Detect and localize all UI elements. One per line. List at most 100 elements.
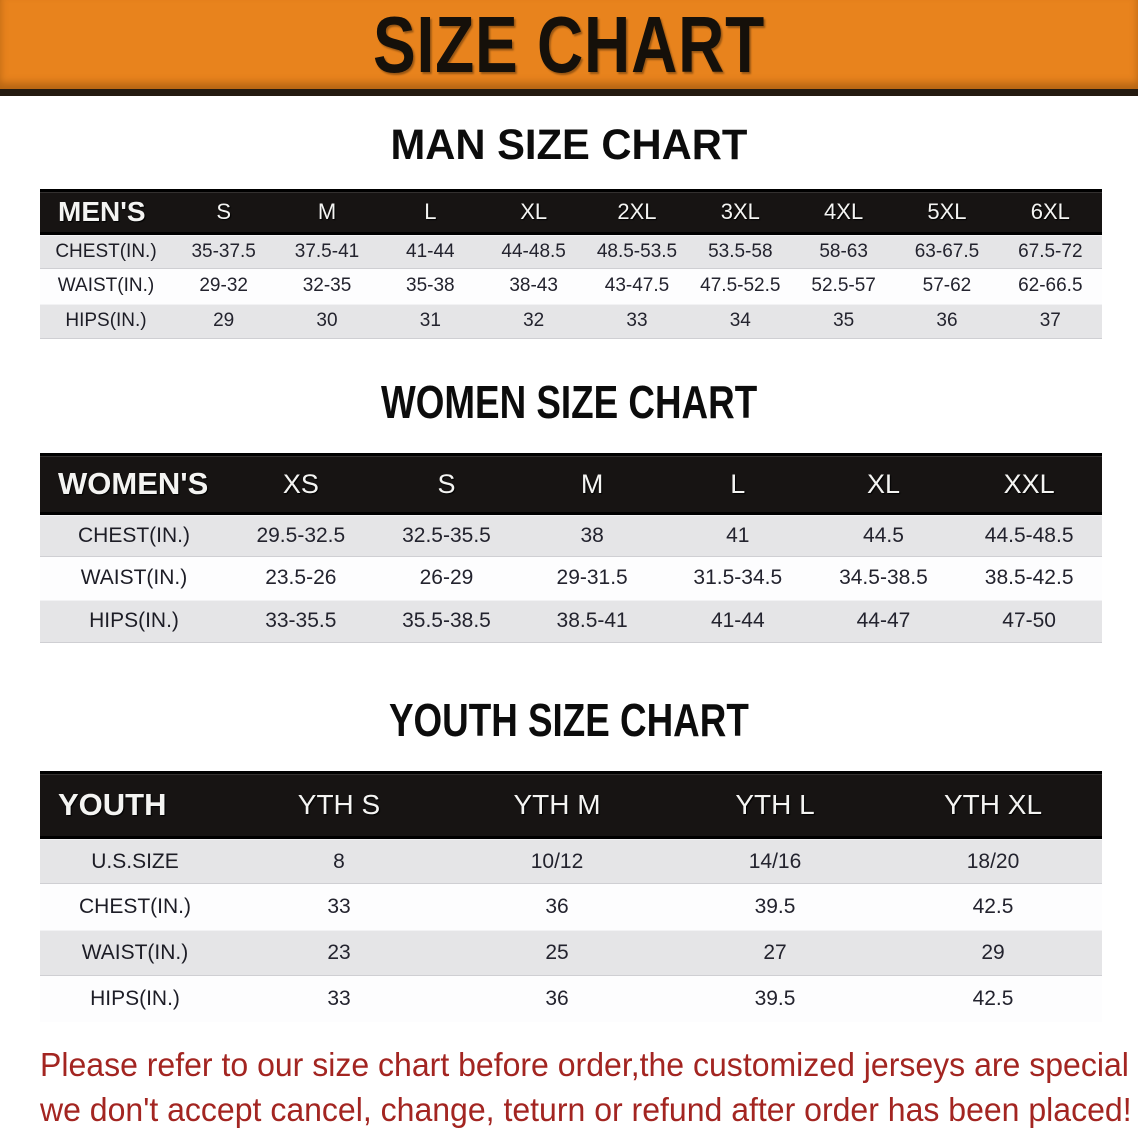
size-value: 58-63 <box>791 233 896 269</box>
size-column-header: 2XL <box>585 189 689 236</box>
table-header-band: MEN'S S M L XL 2XL 3XL 4XL 5XL 6XL <box>40 189 1102 236</box>
size-value: 34 <box>688 303 792 339</box>
size-value: 29.5-32.5 <box>228 513 374 557</box>
size-column-header: L <box>378 189 482 236</box>
size-value: 43-47.5 <box>585 268 689 304</box>
size-value: 57-62 <box>895 268 999 304</box>
size-value: 39.5 <box>666 975 884 1022</box>
size-column-header: S <box>373 453 520 516</box>
size-table: YOUTH YTH S YTH M YTH L YTH XL U.S.SIZE 8 10/12… <box>40 771 1102 1022</box>
size-value: 32 <box>481 303 586 339</box>
youth-section-heading: YOUTH SIZE CHART <box>0 695 1138 746</box>
women-section-heading-text: WOMEN SIZE CHART <box>380 375 758 428</box>
size-value: 29-32 <box>172 268 276 304</box>
table-label: WOMEN'S <box>40 453 228 516</box>
size-value: 34.5-38.5 <box>810 556 957 600</box>
measurement-row: CHEST(IN.) 29.5-32.5 32.5-35.5 38 41 44.5 44.5… <box>40 513 1102 557</box>
size-value: 33 <box>585 303 689 339</box>
measurement-label: HIPS(IN.) <box>40 303 172 339</box>
size-column-header: YTH L <box>666 771 884 840</box>
size-value: 23 <box>230 929 448 976</box>
table-header-band: WOMEN'S XS S M L XL XXL <box>40 453 1102 516</box>
disclaimer-line-2: we don't accept cancel, change, teturn o… <box>40 1090 1132 1128</box>
size-value: 30 <box>275 303 379 339</box>
order-disclaimer: Please refer to our size chart before or… <box>40 1042 1138 1132</box>
size-value: 44.5-48.5 <box>956 513 1102 557</box>
measurement-row: HIPS(IN.) 33 36 39.5 42.5 <box>40 975 1102 1022</box>
size-value: 26-29 <box>373 556 520 600</box>
size-column-header: XS <box>228 453 374 516</box>
size-value: 10/12 <box>448 837 666 884</box>
measurement-label: WAIST(IN.) <box>40 268 172 304</box>
size-column-header: S <box>172 189 276 236</box>
measurement-label: U.S.SIZE <box>40 837 230 884</box>
size-table: WOMEN'S XS S M L XL XXL CHEST(IN.) 29.5-32.5 32.5… <box>40 453 1102 643</box>
size-column-header: M <box>275 189 379 236</box>
women-section-heading: WOMEN SIZE CHART <box>0 377 1138 428</box>
size-value: 27 <box>666 929 884 976</box>
size-value: 29 <box>884 929 1102 976</box>
measurement-row: WAIST(IN.) 29-32 32-35 35-38 38-43 43-47.5 47.… <box>40 268 1102 304</box>
size-value: 35-37.5 <box>172 233 276 269</box>
size-value: 31 <box>378 303 482 339</box>
measurement-label: WAIST(IN.) <box>40 929 230 976</box>
size-value: 38 <box>519 513 665 557</box>
size-value: 33 <box>230 975 448 1022</box>
measurement-row: WAIST(IN.) 23 25 27 29 <box>40 929 1102 976</box>
size-value: 41-44 <box>378 233 482 269</box>
size-value: 44-47 <box>810 599 957 643</box>
size-value: 62-66.5 <box>998 268 1102 304</box>
size-value: 38.5-42.5 <box>956 556 1102 600</box>
size-value: 32.5-35.5 <box>373 513 520 557</box>
size-value: 14/16 <box>666 837 884 884</box>
measurement-label: HIPS(IN.) <box>40 975 230 1022</box>
size-value: 37 <box>998 303 1102 339</box>
size-value: 63-67.5 <box>895 233 999 269</box>
size-value: 31.5-34.5 <box>664 556 811 600</box>
size-value: 35.5-38.5 <box>373 599 520 643</box>
page-title: SIZE CHART <box>373 0 765 89</box>
size-chart-banner: SIZE CHART <box>0 0 1138 96</box>
men-section-heading-text: MAN SIZE CHART <box>390 121 748 169</box>
size-column-header: XL <box>481 189 586 236</box>
size-column-header: 4XL <box>791 189 896 236</box>
measurement-label: CHEST(IN.) <box>40 233 172 269</box>
size-value: 44-48.5 <box>481 233 586 269</box>
size-value: 48.5-53.5 <box>585 233 689 269</box>
youth-size-table: YOUTH YTH S YTH M YTH L YTH XL U.S.SIZE 8 10/12… <box>40 771 1102 1022</box>
size-value: 38.5-41 <box>519 599 665 643</box>
size-value: 36 <box>448 883 666 930</box>
size-column-header: 6XL <box>998 189 1102 236</box>
size-value: 41 <box>664 513 811 557</box>
size-column-header: M <box>519 453 665 516</box>
measurement-row: HIPS(IN.) 29 30 31 32 33 34 35 36 37 <box>40 303 1102 339</box>
size-value: 33-35.5 <box>228 599 374 643</box>
size-value: 53.5-58 <box>688 233 792 269</box>
measurement-row: U.S.SIZE 8 10/12 14/16 18/20 <box>40 837 1102 884</box>
men-size-table: MEN'S S M L XL 2XL 3XL 4XL 5XL 6XL CHEST(IN.) 35-37… <box>40 189 1102 339</box>
size-value: 41-44 <box>664 599 811 643</box>
size-table: MEN'S S M L XL 2XL 3XL 4XL 5XL 6XL CHEST(IN.) 35-37… <box>40 189 1102 339</box>
size-value: 29 <box>172 303 276 339</box>
size-value: 47.5-52.5 <box>688 268 792 304</box>
size-column-header: XL <box>810 453 957 516</box>
size-value: 23.5-26 <box>228 556 374 600</box>
measurement-label: HIPS(IN.) <box>40 599 228 643</box>
men-section-heading: MAN SIZE CHART <box>0 121 1138 169</box>
size-value: 44.5 <box>810 513 957 557</box>
table-label: MEN'S <box>40 189 172 236</box>
size-value: 29-31.5 <box>519 556 665 600</box>
size-value: 39.5 <box>666 883 884 930</box>
measurement-row: CHEST(IN.) 33 36 39.5 42.5 <box>40 883 1102 930</box>
size-value: 35-38 <box>378 268 482 304</box>
size-value: 32-35 <box>275 268 379 304</box>
size-value: 67.5-72 <box>998 233 1102 269</box>
size-column-header: XXL <box>956 453 1102 516</box>
size-column-header: 5XL <box>895 189 999 236</box>
size-value: 36 <box>895 303 999 339</box>
measurement-row: HIPS(IN.) 33-35.5 35.5-38.5 38.5-41 41-44 44-… <box>40 599 1102 643</box>
disclaimer-line-1: Please refer to our size chart before or… <box>40 1045 1138 1083</box>
size-value: 38-43 <box>481 268 586 304</box>
size-column-header: L <box>664 453 811 516</box>
measurement-row: WAIST(IN.) 23.5-26 26-29 29-31.5 31.5-34.5 34… <box>40 556 1102 600</box>
